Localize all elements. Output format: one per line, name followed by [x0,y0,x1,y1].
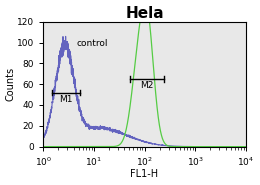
Y-axis label: Counts: Counts [5,67,16,101]
Title: Hela: Hela [125,6,164,21]
Text: control: control [76,39,108,48]
X-axis label: FL1-H: FL1-H [131,169,159,179]
Text: M1: M1 [59,95,73,104]
Text: M2: M2 [140,81,154,90]
